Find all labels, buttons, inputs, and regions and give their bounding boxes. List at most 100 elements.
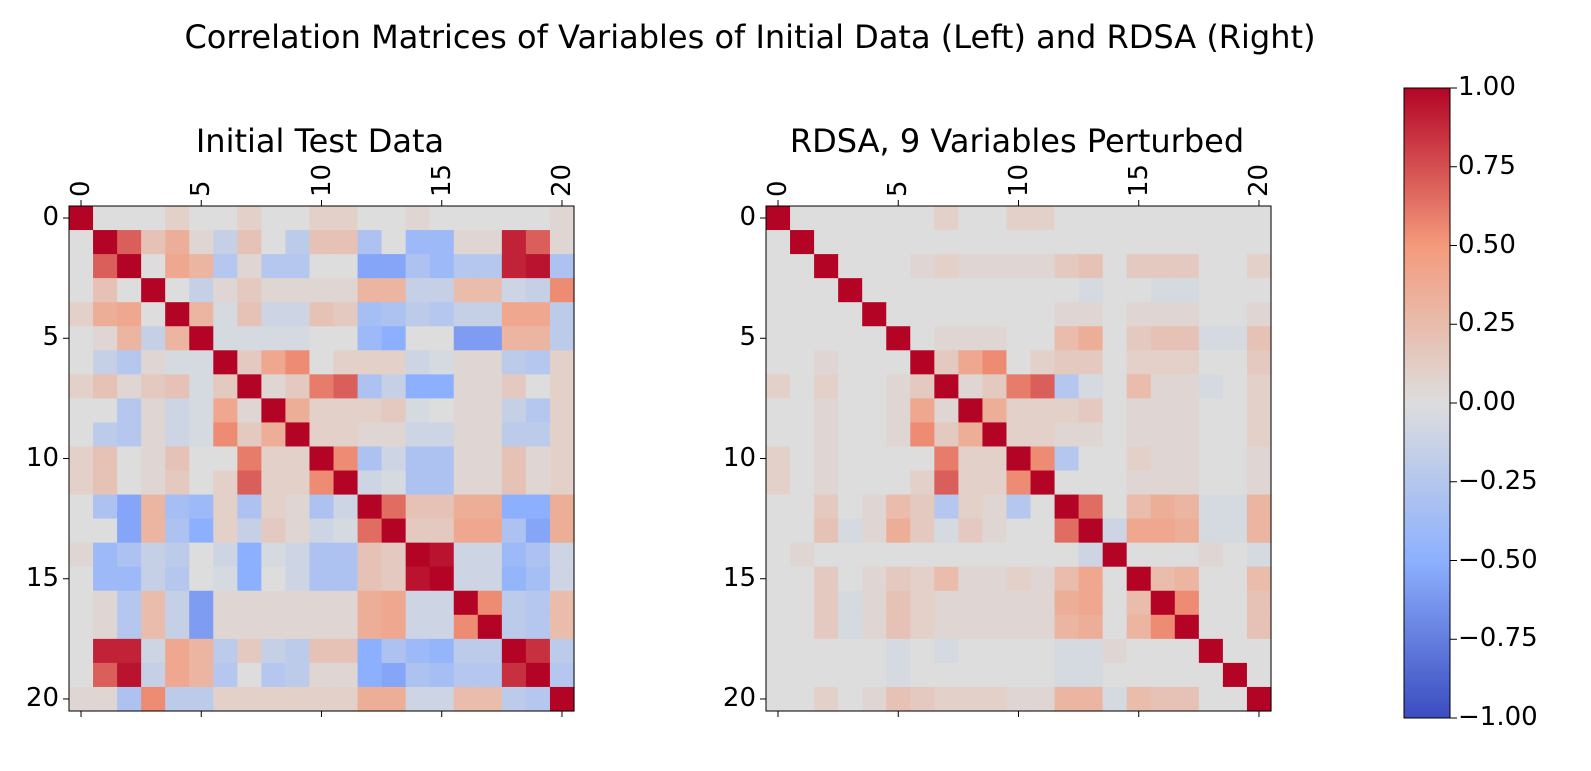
heatmap-cell xyxy=(886,542,911,568)
heatmap-cell xyxy=(982,614,1008,640)
heatmap-cell xyxy=(1198,326,1224,351)
heatmap-cell xyxy=(453,326,479,351)
heatmap-cell xyxy=(453,494,479,520)
heatmap-cell xyxy=(1126,206,1152,231)
heatmap-cell xyxy=(1198,470,1224,496)
heatmap-cell xyxy=(814,254,839,279)
heatmap-cell xyxy=(453,374,479,399)
heatmap-cell xyxy=(766,446,791,472)
heatmap-cell xyxy=(117,470,142,496)
heatmap-cell xyxy=(213,350,238,375)
heatmap-cell xyxy=(1102,566,1128,592)
heatmap-cell xyxy=(862,638,887,664)
heatmap-cell xyxy=(886,590,911,616)
heatmap-cell xyxy=(261,662,287,688)
heatmap-cell xyxy=(429,470,455,496)
heatmap-cell xyxy=(1030,590,1056,616)
heatmap-cell xyxy=(285,518,311,544)
heatmap-cell xyxy=(117,566,142,592)
heatmap-cell xyxy=(958,662,984,688)
heatmap-cell xyxy=(117,206,142,231)
heatmap-cell xyxy=(477,230,503,255)
heatmap-cell xyxy=(982,494,1008,520)
heatmap-cell xyxy=(838,230,863,255)
heatmap-cell xyxy=(1006,566,1032,592)
heatmap-cell xyxy=(1054,494,1080,520)
heatmap-cell xyxy=(790,422,815,448)
heatmap-cell xyxy=(453,446,479,472)
heatmap-cell xyxy=(237,350,262,375)
heatmap-cell xyxy=(790,398,815,424)
heatmap-cell xyxy=(501,422,527,448)
heatmap-cell xyxy=(1126,422,1152,448)
heatmap-cell xyxy=(309,638,335,664)
heatmap-cell xyxy=(117,422,142,448)
heatmap-cell xyxy=(285,230,311,255)
heatmap-cell xyxy=(1174,350,1200,375)
heatmap-cell xyxy=(910,278,935,303)
heatmap-cell xyxy=(309,686,335,712)
heatmap-cell xyxy=(862,398,887,424)
heatmap-cell xyxy=(1102,302,1128,327)
heatmap-cell xyxy=(1150,566,1176,592)
heatmap-cell xyxy=(141,494,166,520)
heatmap-cell xyxy=(1246,590,1272,616)
heatmap-cell xyxy=(1102,350,1128,375)
heatmap-cell xyxy=(838,566,863,592)
heatmap-cell xyxy=(1006,686,1032,712)
heatmap-cell xyxy=(525,326,551,351)
heatmap-cell xyxy=(237,422,262,448)
heatmap-cell xyxy=(886,566,911,592)
heatmap-cell xyxy=(549,638,575,664)
heatmap-cell xyxy=(453,638,479,664)
heatmap-cell xyxy=(1222,542,1248,568)
heatmap-cell xyxy=(525,446,551,472)
heatmap-cell xyxy=(429,422,455,448)
heatmap-cell xyxy=(958,206,984,231)
heatmap-cell xyxy=(982,326,1008,351)
heatmap-cell xyxy=(1006,542,1032,568)
heatmap-cell xyxy=(213,590,238,616)
heatmap-cell xyxy=(1246,614,1272,640)
heatmap-cell xyxy=(381,422,407,448)
heatmap-cell xyxy=(141,446,166,472)
heatmap-cell xyxy=(501,542,527,568)
heatmap-cell xyxy=(790,326,815,351)
heatmap-cell xyxy=(1198,686,1224,712)
heatmap-cell xyxy=(357,398,383,424)
heatmap-cell xyxy=(934,230,959,255)
heatmap-cell xyxy=(381,374,407,399)
heatmap-cell xyxy=(165,590,190,616)
heatmap-cell xyxy=(501,470,527,496)
heatmap-cell xyxy=(69,566,94,592)
heatmap-cell xyxy=(261,398,287,424)
heatmap-cell xyxy=(237,254,262,279)
heatmap-cell xyxy=(886,470,911,496)
heatmap-cell xyxy=(766,638,791,664)
heatmap-cell xyxy=(1126,350,1152,375)
heatmap-cell xyxy=(357,350,383,375)
heatmap-cell xyxy=(333,566,359,592)
heatmap-cell xyxy=(285,350,311,375)
heatmap-cell xyxy=(1126,686,1152,712)
heatmap-cell xyxy=(1126,590,1152,616)
heatmap-cell xyxy=(1222,302,1248,327)
heatmap-cell xyxy=(165,470,190,496)
heatmap-cell xyxy=(189,590,214,616)
heatmap-cell xyxy=(1150,542,1176,568)
heatmap-cell xyxy=(333,494,359,520)
heatmap-cell xyxy=(93,590,118,616)
heatmap-cell xyxy=(69,590,94,616)
heatmap-cell xyxy=(453,470,479,496)
x-tick-label: 10 xyxy=(1003,163,1034,197)
heatmap-cell xyxy=(405,302,431,327)
heatmap-cell xyxy=(1030,566,1056,592)
heatmap-cell xyxy=(285,494,311,520)
heatmap-cell xyxy=(1078,278,1104,303)
heatmap-cell xyxy=(501,518,527,544)
heatmap-cell xyxy=(838,374,863,399)
heatmap-cell xyxy=(1102,206,1128,231)
heatmap-cell xyxy=(525,278,551,303)
heatmap-cell xyxy=(213,278,238,303)
heatmap-cell xyxy=(1006,350,1032,375)
